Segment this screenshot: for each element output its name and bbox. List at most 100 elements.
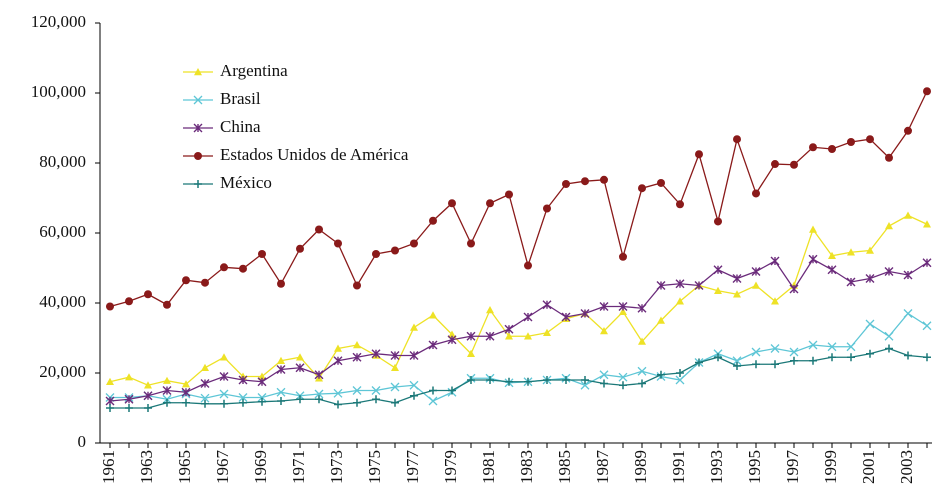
point [220, 353, 228, 361]
point [600, 175, 608, 184]
point [581, 376, 589, 384]
point [885, 153, 893, 162]
x-tick-label: 2001 [859, 450, 878, 484]
point [466, 331, 476, 341]
point [200, 379, 210, 388]
x-tick-label: 1989 [631, 450, 650, 484]
point [448, 330, 456, 338]
point [429, 216, 437, 225]
point [770, 256, 780, 266]
point [124, 394, 134, 404]
point [314, 389, 324, 399]
point [656, 281, 666, 290]
point [125, 297, 133, 306]
legend-marker [194, 68, 202, 76]
point [523, 312, 533, 322]
point [372, 395, 380, 404]
x-tick-label: 1995 [745, 450, 764, 484]
point [884, 331, 894, 341]
x-tick-label: 1961 [99, 450, 118, 484]
point [144, 381, 152, 389]
point [201, 399, 209, 408]
point [904, 351, 912, 360]
point [714, 286, 722, 294]
point [296, 395, 304, 404]
legend-label: Estados Unidos de América [220, 145, 409, 164]
x-tick-label: 1977 [403, 450, 422, 485]
point [276, 387, 286, 397]
point [258, 372, 266, 380]
point [542, 300, 552, 310]
point [448, 199, 456, 208]
point [846, 277, 856, 287]
point [201, 363, 209, 371]
point [580, 309, 590, 318]
point [695, 150, 703, 159]
point [790, 160, 798, 169]
point [543, 328, 551, 336]
x-tick-label: 1979 [441, 450, 460, 484]
point [828, 145, 836, 153]
point [143, 391, 153, 401]
y-tick-label: 60,000 [39, 222, 86, 241]
point [352, 386, 362, 395]
point [238, 393, 248, 402]
point [106, 377, 114, 385]
legend-marker [194, 180, 202, 188]
point [296, 353, 304, 361]
point [486, 376, 494, 384]
point [561, 312, 571, 322]
y-tick-label: 40,000 [39, 292, 86, 311]
point [353, 398, 361, 407]
point [619, 307, 627, 315]
point [505, 190, 513, 199]
point [409, 380, 419, 390]
point [771, 360, 779, 369]
point [827, 265, 837, 275]
point [106, 302, 114, 311]
point [485, 331, 495, 341]
point [334, 239, 342, 248]
point [181, 387, 191, 397]
y-tick-label: 120,000 [31, 12, 86, 31]
point [390, 382, 400, 392]
point [315, 225, 323, 234]
x-tick-label: 1969 [251, 450, 270, 484]
point [618, 302, 628, 311]
point [903, 270, 913, 280]
x-tick-label: 1975 [365, 450, 384, 484]
x-tick-label: 1965 [175, 450, 194, 484]
x-tick-label: 1985 [555, 450, 574, 484]
point [809, 225, 817, 233]
point [182, 276, 190, 285]
point [296, 244, 304, 253]
point [315, 395, 323, 404]
point [752, 360, 760, 369]
point [714, 217, 722, 226]
point [295, 363, 305, 373]
point [923, 353, 931, 362]
point [524, 261, 532, 270]
point [828, 251, 836, 259]
point [219, 389, 229, 399]
point [524, 377, 532, 386]
point [200, 393, 210, 403]
point [733, 135, 741, 144]
point [353, 281, 361, 290]
point [732, 356, 742, 366]
point [638, 379, 646, 388]
point [447, 335, 457, 345]
point [732, 274, 742, 283]
x-tick-label: 1967 [213, 450, 232, 485]
point [543, 376, 551, 384]
point [334, 344, 342, 352]
point [353, 341, 361, 349]
point [922, 258, 932, 268]
point [277, 279, 285, 288]
point [333, 388, 343, 398]
point [257, 377, 267, 387]
point [182, 380, 190, 388]
legend-label: Argentina [220, 61, 288, 80]
point [352, 352, 362, 362]
